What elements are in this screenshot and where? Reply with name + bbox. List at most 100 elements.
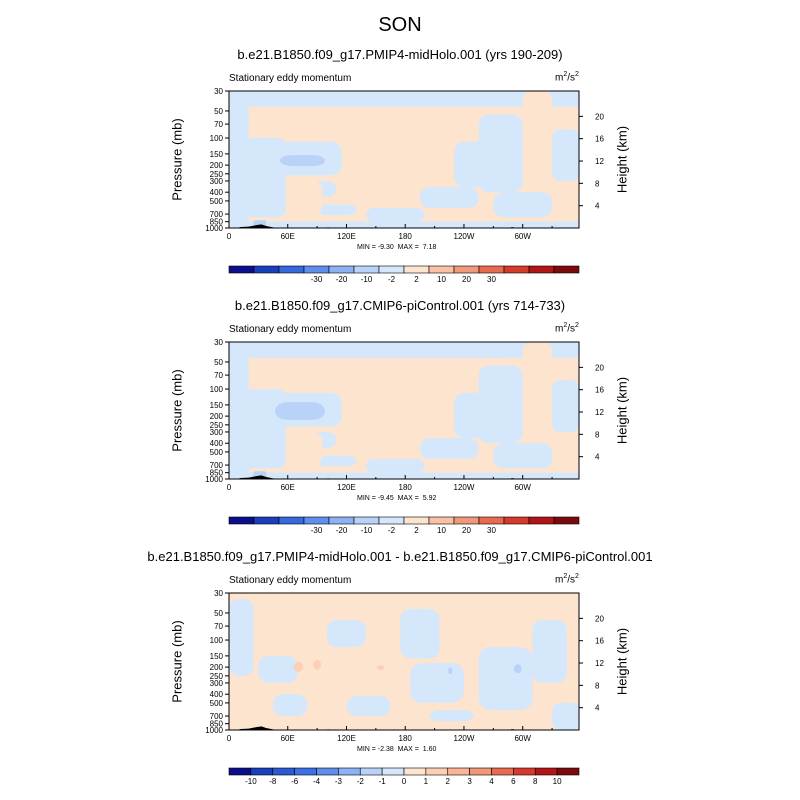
max-value: 7.18 <box>422 244 437 251</box>
min-max-label: MIN = -9.45 MAX = 5.92 <box>357 495 436 502</box>
y-tick-label: 700 <box>210 210 224 219</box>
right-tick-label: 16 <box>595 135 604 144</box>
variable-label: Stationary eddy momentum <box>229 575 352 586</box>
y-tick-label: 250 <box>210 170 224 179</box>
y-tick-label: 70 <box>214 120 223 129</box>
colorbar-label: 10 <box>553 777 562 786</box>
y-tick-label: 250 <box>210 672 224 681</box>
right-tick-label: 8 <box>595 179 600 188</box>
contour-patch <box>532 620 567 683</box>
colorbar-label: -1 <box>379 777 387 786</box>
contour-patch <box>478 647 533 711</box>
colorbar-label: 2 <box>414 526 419 535</box>
contour-patch <box>229 599 254 676</box>
contour-patch <box>522 342 553 393</box>
x-tick-label: 60E <box>281 734 295 743</box>
y-tick-label: 500 <box>210 448 224 457</box>
contour-patch <box>366 208 425 222</box>
colorbar-box <box>534 767 558 776</box>
contour-patch <box>493 443 553 469</box>
y-tick-label: 850 <box>210 218 224 227</box>
colorbar-label: -20 <box>336 526 348 535</box>
units-base: m <box>555 72 564 84</box>
y-tick-label: 400 <box>210 439 224 448</box>
colorbar-label: 1 <box>424 777 429 786</box>
contour-patch <box>419 186 479 209</box>
colorbar-label: 3 <box>467 777 472 786</box>
contour-patch <box>326 620 367 648</box>
panel-title: b.e21.B1850.f09_g17.CMIP6-piControl.001 … <box>234 298 566 313</box>
units-denominator: /s <box>567 323 576 335</box>
plot-frame <box>228 592 580 731</box>
colorbar-label: 6 <box>511 777 516 786</box>
x-tick-label: 180 <box>399 232 413 241</box>
units-base: m <box>555 574 564 586</box>
max-label: MAX = <box>397 746 421 753</box>
right-tick-label: 12 <box>595 408 604 417</box>
contour-patch <box>552 380 579 432</box>
contour-patch <box>317 455 357 467</box>
min-max-label: MIN = -2.38 MAX = 1.60 <box>357 746 436 753</box>
y-tick-label: 30 <box>214 338 223 347</box>
colorbar-label: -10 <box>361 275 373 284</box>
colorbar-box <box>272 767 295 776</box>
contour-patch <box>258 655 298 683</box>
y-tick-label: 700 <box>210 712 224 721</box>
x-tick-label: 0 <box>227 734 232 743</box>
contour-patch <box>478 114 523 193</box>
right-tick-label: 12 <box>595 157 604 166</box>
contour-patch <box>448 667 453 675</box>
y-tick-label: 200 <box>210 412 224 421</box>
x-tick-label: 0 <box>227 483 232 492</box>
variable-label: Stationary eddy momentum <box>229 324 352 335</box>
contour-patch <box>522 91 553 142</box>
y-tick-label: 100 <box>210 385 224 394</box>
colorbar-label: 0 <box>402 777 407 786</box>
contour-patch <box>229 342 579 358</box>
colorbar-box <box>513 767 536 776</box>
colorbar-label: 2 <box>414 275 419 284</box>
x-tick-label: 120E <box>337 734 356 743</box>
contour-patch <box>375 110 445 181</box>
colorbar-label: 10 <box>437 526 446 535</box>
colorbar-label: -2 <box>357 777 365 786</box>
x-tick-label: 60E <box>281 483 295 492</box>
colorbar-box <box>553 265 580 274</box>
contour-patch <box>229 221 579 228</box>
colorbar-box <box>403 767 427 776</box>
y-tick-label: 1000 <box>205 726 223 735</box>
y-tick-label: 300 <box>210 679 224 688</box>
colorbar-label: -10 <box>361 526 373 535</box>
y-tick-label: 500 <box>210 197 224 206</box>
y-tick-label: 400 <box>210 690 224 699</box>
topography-mask <box>236 224 276 228</box>
colorbar-label: -20 <box>336 275 348 284</box>
x-tick-label: 120W <box>454 483 475 492</box>
x-tick-label: 60E <box>281 232 295 241</box>
contour-field <box>229 342 579 479</box>
min-label: MIN = <box>357 244 378 251</box>
colorbar-box <box>338 767 361 776</box>
variable-label: Stationary eddy momentum <box>229 73 352 84</box>
x-tick-label: 120E <box>337 483 356 492</box>
x-tick-label: 120E <box>337 232 356 241</box>
min-label: MIN = <box>357 746 378 753</box>
contour-patch <box>410 663 464 703</box>
contour-patch <box>513 664 522 674</box>
y-tick-label: 50 <box>214 358 223 367</box>
units-denominator: /s <box>567 72 576 84</box>
units-label: m2/s2 <box>555 573 579 585</box>
colorbar-box <box>250 767 274 776</box>
contour-patch <box>229 472 579 479</box>
units-exponent: 2 <box>575 71 579 78</box>
panel-title: b.e21.B1850.f09_g17.PMIP4-midHolo.001 (y… <box>237 47 563 62</box>
right-tick-label: 4 <box>595 453 600 462</box>
max-label: MAX = <box>397 244 421 251</box>
contour-patch <box>275 402 325 420</box>
min-value: -9.30 <box>377 244 394 251</box>
right-tick-label: 16 <box>595 637 604 646</box>
contour-patch <box>376 665 385 670</box>
y-tick-label: 1000 <box>205 475 223 484</box>
